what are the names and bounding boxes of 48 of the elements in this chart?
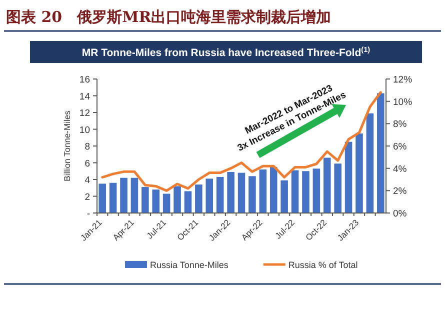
bar <box>227 172 234 213</box>
y2-tick-label: 0% <box>393 208 408 220</box>
bar <box>356 133 363 213</box>
chart-subtitle: MR Tonne-Miles from Russia have Increased Three-Fold$^{(1)}$ <box>82 44 371 59</box>
bar <box>130 178 138 213</box>
bar <box>366 113 374 213</box>
y-tick-label: 16 <box>79 74 90 86</box>
bar <box>344 142 352 213</box>
bar <box>270 166 278 213</box>
bar <box>98 184 106 213</box>
y-tick-label: 6 <box>84 158 90 170</box>
y2-tick-label: 6% <box>393 142 408 152</box>
bar <box>291 170 299 213</box>
y-tick-label: 14 <box>79 91 90 102</box>
y-tick-label: 8 <box>84 142 90 152</box>
y2-tick-label: 4% <box>393 164 408 175</box>
bar <box>206 178 214 213</box>
y2-tick-label: 2% <box>393 186 408 198</box>
chart-title: 图表 20 俄罗斯MR出口吨海里需求制裁后增加 <box>6 8 332 26</box>
y-tick-label: 2 <box>84 192 90 203</box>
bar <box>302 171 310 213</box>
y-tick-label: 12 <box>79 108 90 119</box>
legend-label: Russia Tonne-Miles <box>150 260 229 270</box>
y-tick-label: 4 <box>84 175 90 186</box>
bar <box>259 169 267 213</box>
bar <box>184 191 192 213</box>
bar <box>162 194 170 213</box>
y2-tick-label: 12% <box>393 74 413 86</box>
bar <box>152 190 160 213</box>
bar <box>280 180 288 213</box>
bar <box>120 178 128 213</box>
bar <box>248 176 256 213</box>
y2-tick-label: 10% <box>393 96 413 108</box>
bar <box>195 184 202 213</box>
bar <box>334 164 342 213</box>
legend-label: Russia % of Total <box>288 260 358 270</box>
bar <box>312 168 320 213</box>
bar <box>377 93 384 213</box>
bar <box>216 176 224 213</box>
bar <box>323 158 331 213</box>
y-axis-title: Billion Tonne-Miles <box>62 110 72 182</box>
bar <box>109 182 117 213</box>
y-tick-label: - <box>86 208 90 220</box>
bar <box>142 187 149 213</box>
y2-tick-label: 8% <box>393 119 408 130</box>
y-tick-label: 10 <box>79 124 90 136</box>
bar <box>174 186 181 213</box>
bar <box>238 172 246 213</box>
